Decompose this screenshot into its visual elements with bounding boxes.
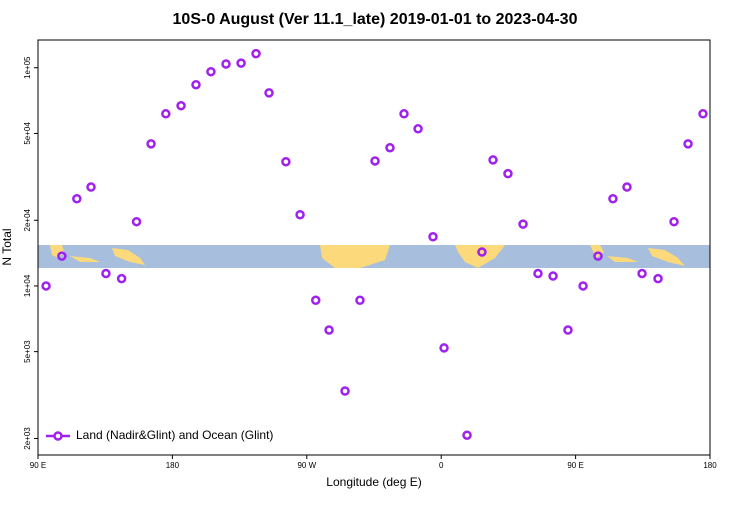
point — [578, 281, 588, 291]
x-axis-label: Longitude (deg E) — [326, 475, 421, 489]
point — [355, 295, 365, 305]
point — [669, 216, 679, 227]
legend-label: Land (Nadir&Glint) and Ocean (Glint) — [76, 428, 273, 442]
x-tick-label: 90 E — [30, 461, 46, 470]
point — [146, 139, 156, 149]
chart-title: 10S-0 August (Ver 11.1_late) 2019-01-01 … — [173, 11, 578, 28]
point — [295, 209, 305, 220]
x-tick-label: 180 — [166, 461, 180, 470]
point — [622, 182, 632, 192]
y-tick-label: 5e+03 — [23, 340, 32, 363]
x-tick-label: 180 — [703, 461, 717, 470]
x-tick-label: 90 E — [567, 461, 583, 470]
point — [385, 142, 395, 153]
y-tick-label: 2e+03 — [23, 427, 32, 450]
point — [698, 109, 708, 119]
point — [264, 88, 274, 98]
point — [370, 156, 380, 166]
point — [548, 271, 558, 281]
y-tick-label: 2e+04 — [23, 208, 32, 231]
point — [653, 273, 663, 284]
y-axis-label: N Total — [0, 228, 14, 265]
point — [518, 219, 528, 229]
point — [399, 109, 409, 119]
point — [86, 182, 96, 192]
point — [161, 109, 171, 119]
point — [462, 430, 472, 440]
point — [206, 66, 216, 77]
point — [428, 232, 438, 242]
point — [563, 325, 573, 335]
point — [413, 124, 423, 134]
point — [324, 325, 334, 335]
point — [503, 168, 513, 179]
point — [176, 100, 186, 111]
y-tick-label: 1e+05 — [23, 56, 32, 79]
point — [477, 247, 487, 257]
point — [311, 295, 321, 305]
point — [221, 59, 231, 69]
point — [251, 48, 261, 59]
point — [41, 281, 51, 291]
point — [236, 58, 246, 68]
legend-marker — [53, 431, 63, 441]
point — [683, 139, 693, 149]
x-tick-label: 90 W — [297, 461, 316, 470]
point — [131, 216, 142, 227]
plot-frame — [37, 39, 711, 456]
point — [608, 193, 618, 204]
point — [488, 155, 498, 165]
point — [439, 343, 449, 353]
y-tick-label: 5e+04 — [23, 122, 32, 145]
y-tick-label: 1e+04 — [23, 274, 32, 297]
map-band — [38, 245, 710, 268]
point — [593, 251, 603, 261]
x-tick-label: 0 — [439, 461, 444, 470]
point — [340, 386, 350, 396]
point — [191, 79, 201, 90]
point — [533, 268, 543, 279]
point — [637, 268, 647, 279]
point — [57, 251, 67, 261]
point — [281, 156, 291, 167]
point — [101, 268, 111, 279]
land — [50, 245, 685, 268]
point — [72, 193, 82, 204]
point — [116, 273, 127, 284]
